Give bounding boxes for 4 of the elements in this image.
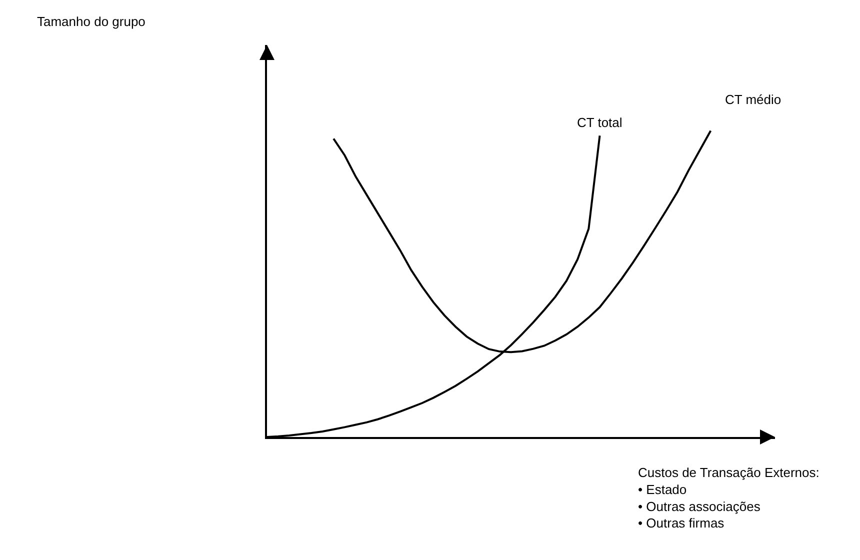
x-axis-title: Custos de Transação Externos: • Estado • Outras associações • Outras firmas	[638, 465, 820, 531]
text: Tamanho do grupo	[37, 14, 146, 29]
series-label: CT total	[577, 115, 622, 130]
text: CT médio	[725, 92, 782, 107]
